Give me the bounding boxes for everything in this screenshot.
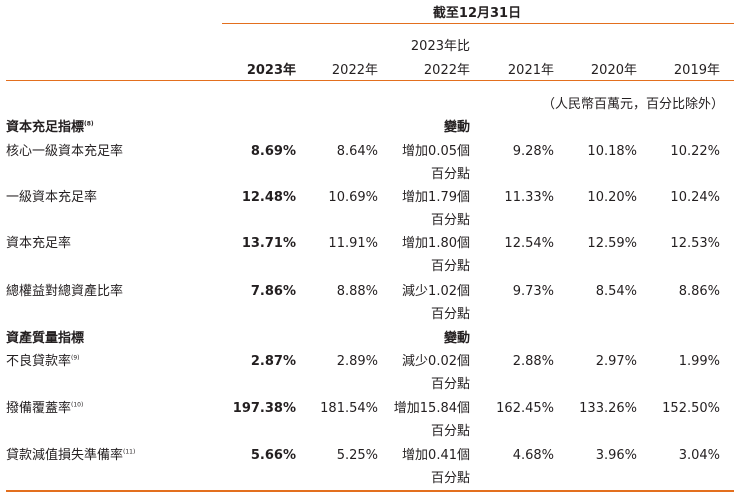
value-2020: 12.59%: [587, 236, 637, 251]
value-2023: 13.71%: [241, 236, 296, 251]
value-2021: 2.88%: [512, 354, 554, 369]
table-bottom-rule: [6, 490, 734, 492]
value-change-line1: 減少0.02個: [402, 354, 470, 369]
value-2022: 8.64%: [336, 144, 378, 159]
value-change-line1: 增加0.05個: [402, 144, 470, 159]
row-label: 一級資本充足率: [6, 190, 98, 205]
value-2020: 10.18%: [587, 144, 637, 159]
unit-note: （人民幣百萬元，百分比除外）: [541, 97, 724, 112]
col-header-2023: 2023年: [246, 63, 296, 78]
row-label: 不良貸款率(9): [6, 354, 80, 369]
value-change-line1: 增加1.80個: [402, 236, 470, 251]
row-label: 總權益對總資產比率: [6, 284, 124, 299]
value-2021: 9.28%: [512, 144, 554, 159]
value-change-line1: 增加1.79個: [402, 190, 470, 205]
header-top-rule: [222, 23, 734, 24]
value-2023: 7.86%: [250, 284, 296, 299]
value-2020: 8.54%: [595, 284, 637, 299]
value-2020: 3.96%: [595, 448, 637, 463]
period-title: 截至12月31日: [432, 6, 522, 21]
section-title-capital: 資本充足指標(8): [6, 120, 94, 135]
value-2023: 5.66%: [250, 448, 296, 463]
value-change-line2: 百分點: [430, 377, 470, 392]
col-header-2019: 2019年: [673, 63, 720, 78]
change-header-capital: 變動: [443, 120, 470, 135]
value-2022: 2.89%: [336, 354, 378, 369]
value-2021: 12.54%: [504, 236, 554, 251]
header-bottom-rule: [6, 80, 734, 81]
col-header-2021: 2021年: [507, 63, 554, 78]
col-header-change: 2022年: [423, 63, 470, 78]
value-change-line2: 百分點: [430, 471, 470, 486]
row-label: 資本充足率: [6, 236, 72, 251]
value-change-line2: 百分點: [430, 167, 470, 182]
value-2022: 8.88%: [336, 284, 378, 299]
value-change-line2: 百分點: [430, 307, 470, 322]
value-2021: 4.68%: [512, 448, 554, 463]
value-2022: 181.54%: [320, 401, 378, 416]
value-2019: 152.50%: [662, 401, 720, 416]
value-2019: 1.99%: [678, 354, 720, 369]
value-2019: 12.53%: [670, 236, 720, 251]
change-header-asset-quality: 變動: [443, 331, 470, 346]
value-change-line2: 百分點: [430, 424, 470, 439]
value-2020: 2.97%: [595, 354, 637, 369]
value-2021: 11.33%: [504, 190, 554, 205]
section-title-asset-quality: 資產質量指標: [6, 331, 85, 346]
value-2023: 8.69%: [250, 144, 296, 159]
value-2022: 10.69%: [328, 190, 378, 205]
value-change-line1: 增加15.84個: [393, 401, 470, 416]
value-2022: 11.91%: [328, 236, 378, 251]
value-2023: 12.48%: [241, 190, 296, 205]
value-change-line1: 減少1.02個: [402, 284, 470, 299]
value-2023: 197.38%: [232, 401, 296, 416]
row-label: 貸款減值損失準備率(11): [6, 448, 136, 463]
value-2020: 10.20%: [587, 190, 637, 205]
row-label: 核心一級資本充足率: [6, 144, 124, 159]
col-change-header-line1: 2023年比: [410, 39, 470, 54]
value-2019: 3.04%: [678, 448, 720, 463]
value-2022: 5.25%: [336, 448, 378, 463]
value-change-line1: 增加0.41個: [402, 448, 470, 463]
value-change-line2: 百分點: [430, 259, 470, 274]
value-2019: 10.22%: [670, 144, 720, 159]
value-2020: 133.26%: [579, 401, 637, 416]
value-2021: 9.73%: [512, 284, 554, 299]
value-2021: 162.45%: [496, 401, 554, 416]
value-2023: 2.87%: [250, 354, 296, 369]
col-header-2020: 2020年: [590, 63, 637, 78]
value-change-line2: 百分點: [430, 213, 470, 228]
row-label: 撥備覆蓋率(10): [6, 401, 84, 416]
value-2019: 8.86%: [678, 284, 720, 299]
value-2019: 10.24%: [670, 190, 720, 205]
col-header-2022: 2022年: [331, 63, 378, 78]
